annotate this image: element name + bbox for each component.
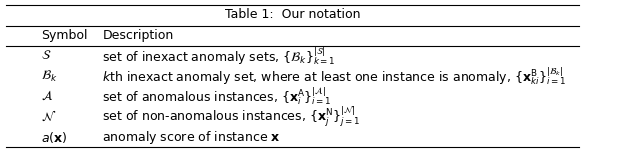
Text: $a(\mathbf{x})$: $a(\mathbf{x})$ xyxy=(41,130,67,145)
Text: set of non-anomalous instances, $\{\mathbf{x}_j^{\mathrm{N}}\}_{j=1}^{|\mathcal{: set of non-anomalous instances, $\{\math… xyxy=(102,105,360,129)
Text: $\mathcal{A}$: $\mathcal{A}$ xyxy=(41,90,53,103)
Text: $\mathcal{S}$: $\mathcal{S}$ xyxy=(41,49,51,62)
Text: Symbol: Symbol xyxy=(41,29,88,42)
Text: set of inexact anomaly sets, $\{\mathcal{B}_k\}_{k=1}^{|\mathcal{S}|}$: set of inexact anomaly sets, $\{\mathcal… xyxy=(102,45,336,67)
Text: $\mathcal{B}_k$: $\mathcal{B}_k$ xyxy=(41,69,58,84)
Text: set of anomalous instances, $\{\mathbf{x}_i^{\mathrm{A}}\}_{i=1}^{|\mathcal{A}|}: set of anomalous instances, $\{\mathbf{x… xyxy=(102,86,332,107)
Text: Description: Description xyxy=(102,29,173,42)
Text: $k$th inexact anomaly set, where at least one instance is anomaly, $\{\mathbf{x}: $k$th inexact anomaly set, where at leas… xyxy=(102,65,566,87)
Text: anomaly score of instance $\mathbf{x}$: anomaly score of instance $\mathbf{x}$ xyxy=(102,129,281,146)
Text: $\mathcal{N}$: $\mathcal{N}$ xyxy=(41,110,56,124)
Text: Table 1:  Our notation: Table 1: Our notation xyxy=(225,8,360,21)
